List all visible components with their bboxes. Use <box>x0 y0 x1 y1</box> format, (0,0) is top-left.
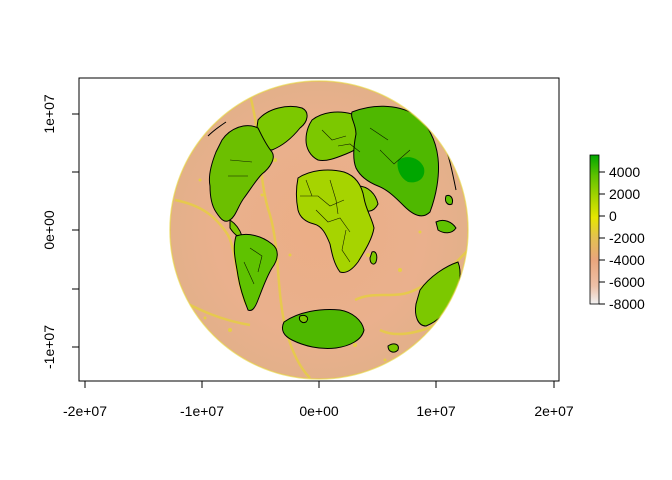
x-axis: -2e+07 -1e+07 0e+00 1e+07 2e+07 <box>63 381 574 419</box>
x-tick-label: 1e+07 <box>416 403 456 419</box>
legend-label: -8000 <box>609 296 645 312</box>
y-axis: -1e+07 0e+00 1e+07 <box>41 94 79 369</box>
color-legend: 4000 2000 0 -2000 -4000 -6000 -8000 <box>590 155 645 312</box>
x-tick-label: 0e+00 <box>299 403 339 419</box>
legend-label: -4000 <box>609 252 645 268</box>
legend-label: -6000 <box>609 274 645 290</box>
x-tick-label: -2e+07 <box>63 403 107 419</box>
legend-label: 2000 <box>609 186 640 202</box>
legend-colorbar <box>590 155 599 304</box>
legend-label: 4000 <box>609 164 640 180</box>
madagascar <box>370 252 377 264</box>
legend-label: 0 <box>609 208 617 224</box>
y-tick-label: -1e+07 <box>41 325 57 369</box>
legend-label: -2000 <box>609 230 645 246</box>
x-tick-label: -1e+07 <box>180 403 224 419</box>
y-tick-label: 0e+00 <box>41 210 57 250</box>
globe <box>170 81 468 379</box>
y-tick-label: 1e+07 <box>41 94 57 134</box>
x-tick-label: 2e+07 <box>534 403 574 419</box>
